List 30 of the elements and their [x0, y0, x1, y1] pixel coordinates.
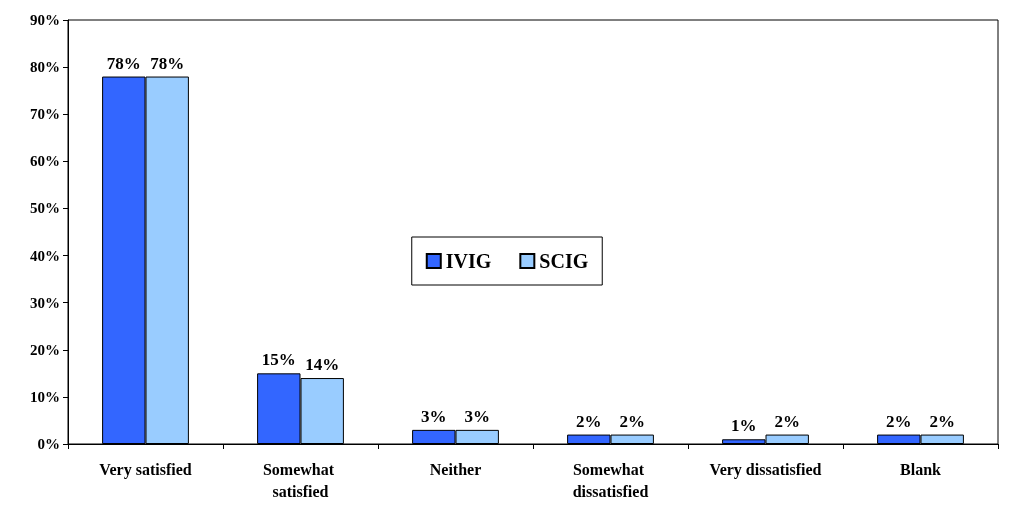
- data-label: 78%: [150, 53, 185, 73]
- data-label: 2%: [929, 411, 955, 431]
- y-tick-label: 50%: [30, 200, 60, 217]
- data-label: 78%: [106, 53, 141, 73]
- data-label: 3%: [464, 406, 490, 426]
- data-label: 14%: [305, 355, 340, 375]
- x-tick-label: Somewhat satisfied: [262, 460, 339, 500]
- x-tick-label: Very satisfied: [99, 460, 192, 479]
- y-tick-label: 40%: [30, 247, 60, 264]
- y-tick-label: 90%: [30, 12, 60, 28]
- y-tick-label: 60%: [30, 153, 60, 170]
- x-tick-label: Blank: [900, 460, 942, 478]
- x-tick-label: Very dissatisfied: [709, 460, 822, 479]
- legend-label: IVIG: [445, 250, 492, 272]
- y-tick-label: 20%: [30, 341, 60, 358]
- x-tick-label: Neither: [429, 460, 482, 478]
- x-tick-label: Somewhat dissatisfied: [572, 460, 649, 500]
- data-label: 15%: [261, 350, 296, 370]
- data-label: 2%: [619, 411, 645, 431]
- data-label: 3%: [421, 406, 447, 426]
- y-tick-label: 0%: [37, 436, 60, 452]
- y-tick-label: 30%: [30, 294, 60, 311]
- y-tick-label: 10%: [30, 388, 60, 405]
- data-label: 1%: [731, 416, 757, 436]
- y-tick-label: 70%: [30, 106, 60, 123]
- data-label: 2%: [576, 411, 602, 431]
- y-tick-label: 80%: [30, 59, 60, 76]
- legend-label: SCIG: [539, 250, 589, 272]
- data-label: 2%: [886, 411, 912, 431]
- data-label: 2%: [774, 411, 800, 431]
